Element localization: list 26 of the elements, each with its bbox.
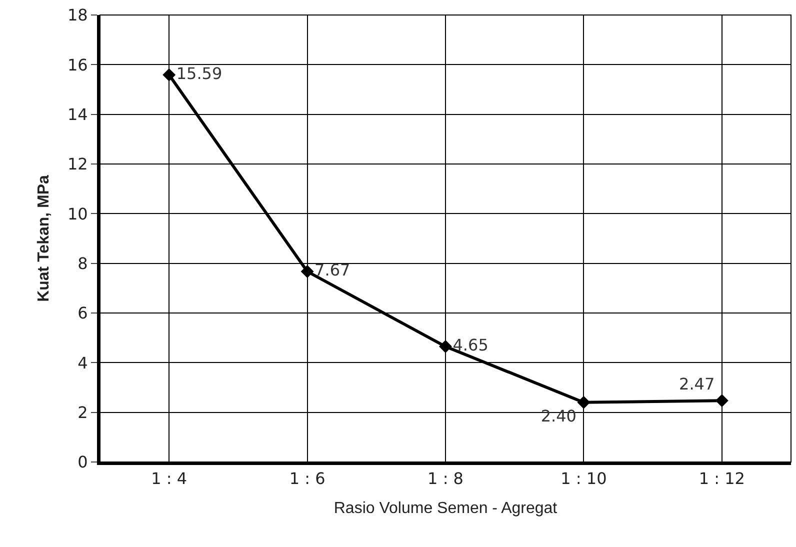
data-label: 2.47 — [679, 374, 715, 394]
data-label: 7.67 — [314, 260, 350, 280]
point — [300, 265, 314, 278]
y-tick-label: 14 — [67, 104, 88, 124]
x-axis-title: Rasio Volume Semen - Agregat — [334, 500, 558, 517]
x-tick-label: 1 : 10 — [560, 469, 607, 488]
data-label: 4.65 — [452, 336, 488, 355]
x-tick-label: 1 : 4 — [151, 469, 188, 488]
x-tick-label: 1 : 12 — [698, 469, 745, 488]
y-tick-label: 4 — [78, 353, 88, 372]
y-tick-label: 16 — [67, 55, 88, 74]
y-tick-label: 0 — [78, 452, 88, 472]
data-label: 15.59 — [176, 64, 222, 83]
y-tick-label: 6 — [78, 304, 88, 323]
x-tick-label: 1 : 8 — [428, 469, 464, 488]
y-tick-label: 18 — [67, 6, 88, 25]
point — [439, 340, 452, 354]
y-tick-label: 10 — [67, 204, 88, 224]
y-axis-title: Kuat Tekan, MPa — [35, 174, 52, 302]
point — [715, 394, 728, 408]
y-tick-label: 12 — [67, 154, 88, 174]
x-tick-label: 1 : 6 — [289, 469, 326, 488]
y-tick-label: 2 — [78, 402, 88, 422]
point — [577, 396, 590, 409]
point — [162, 68, 176, 82]
y-tick-label: 8 — [78, 254, 88, 273]
